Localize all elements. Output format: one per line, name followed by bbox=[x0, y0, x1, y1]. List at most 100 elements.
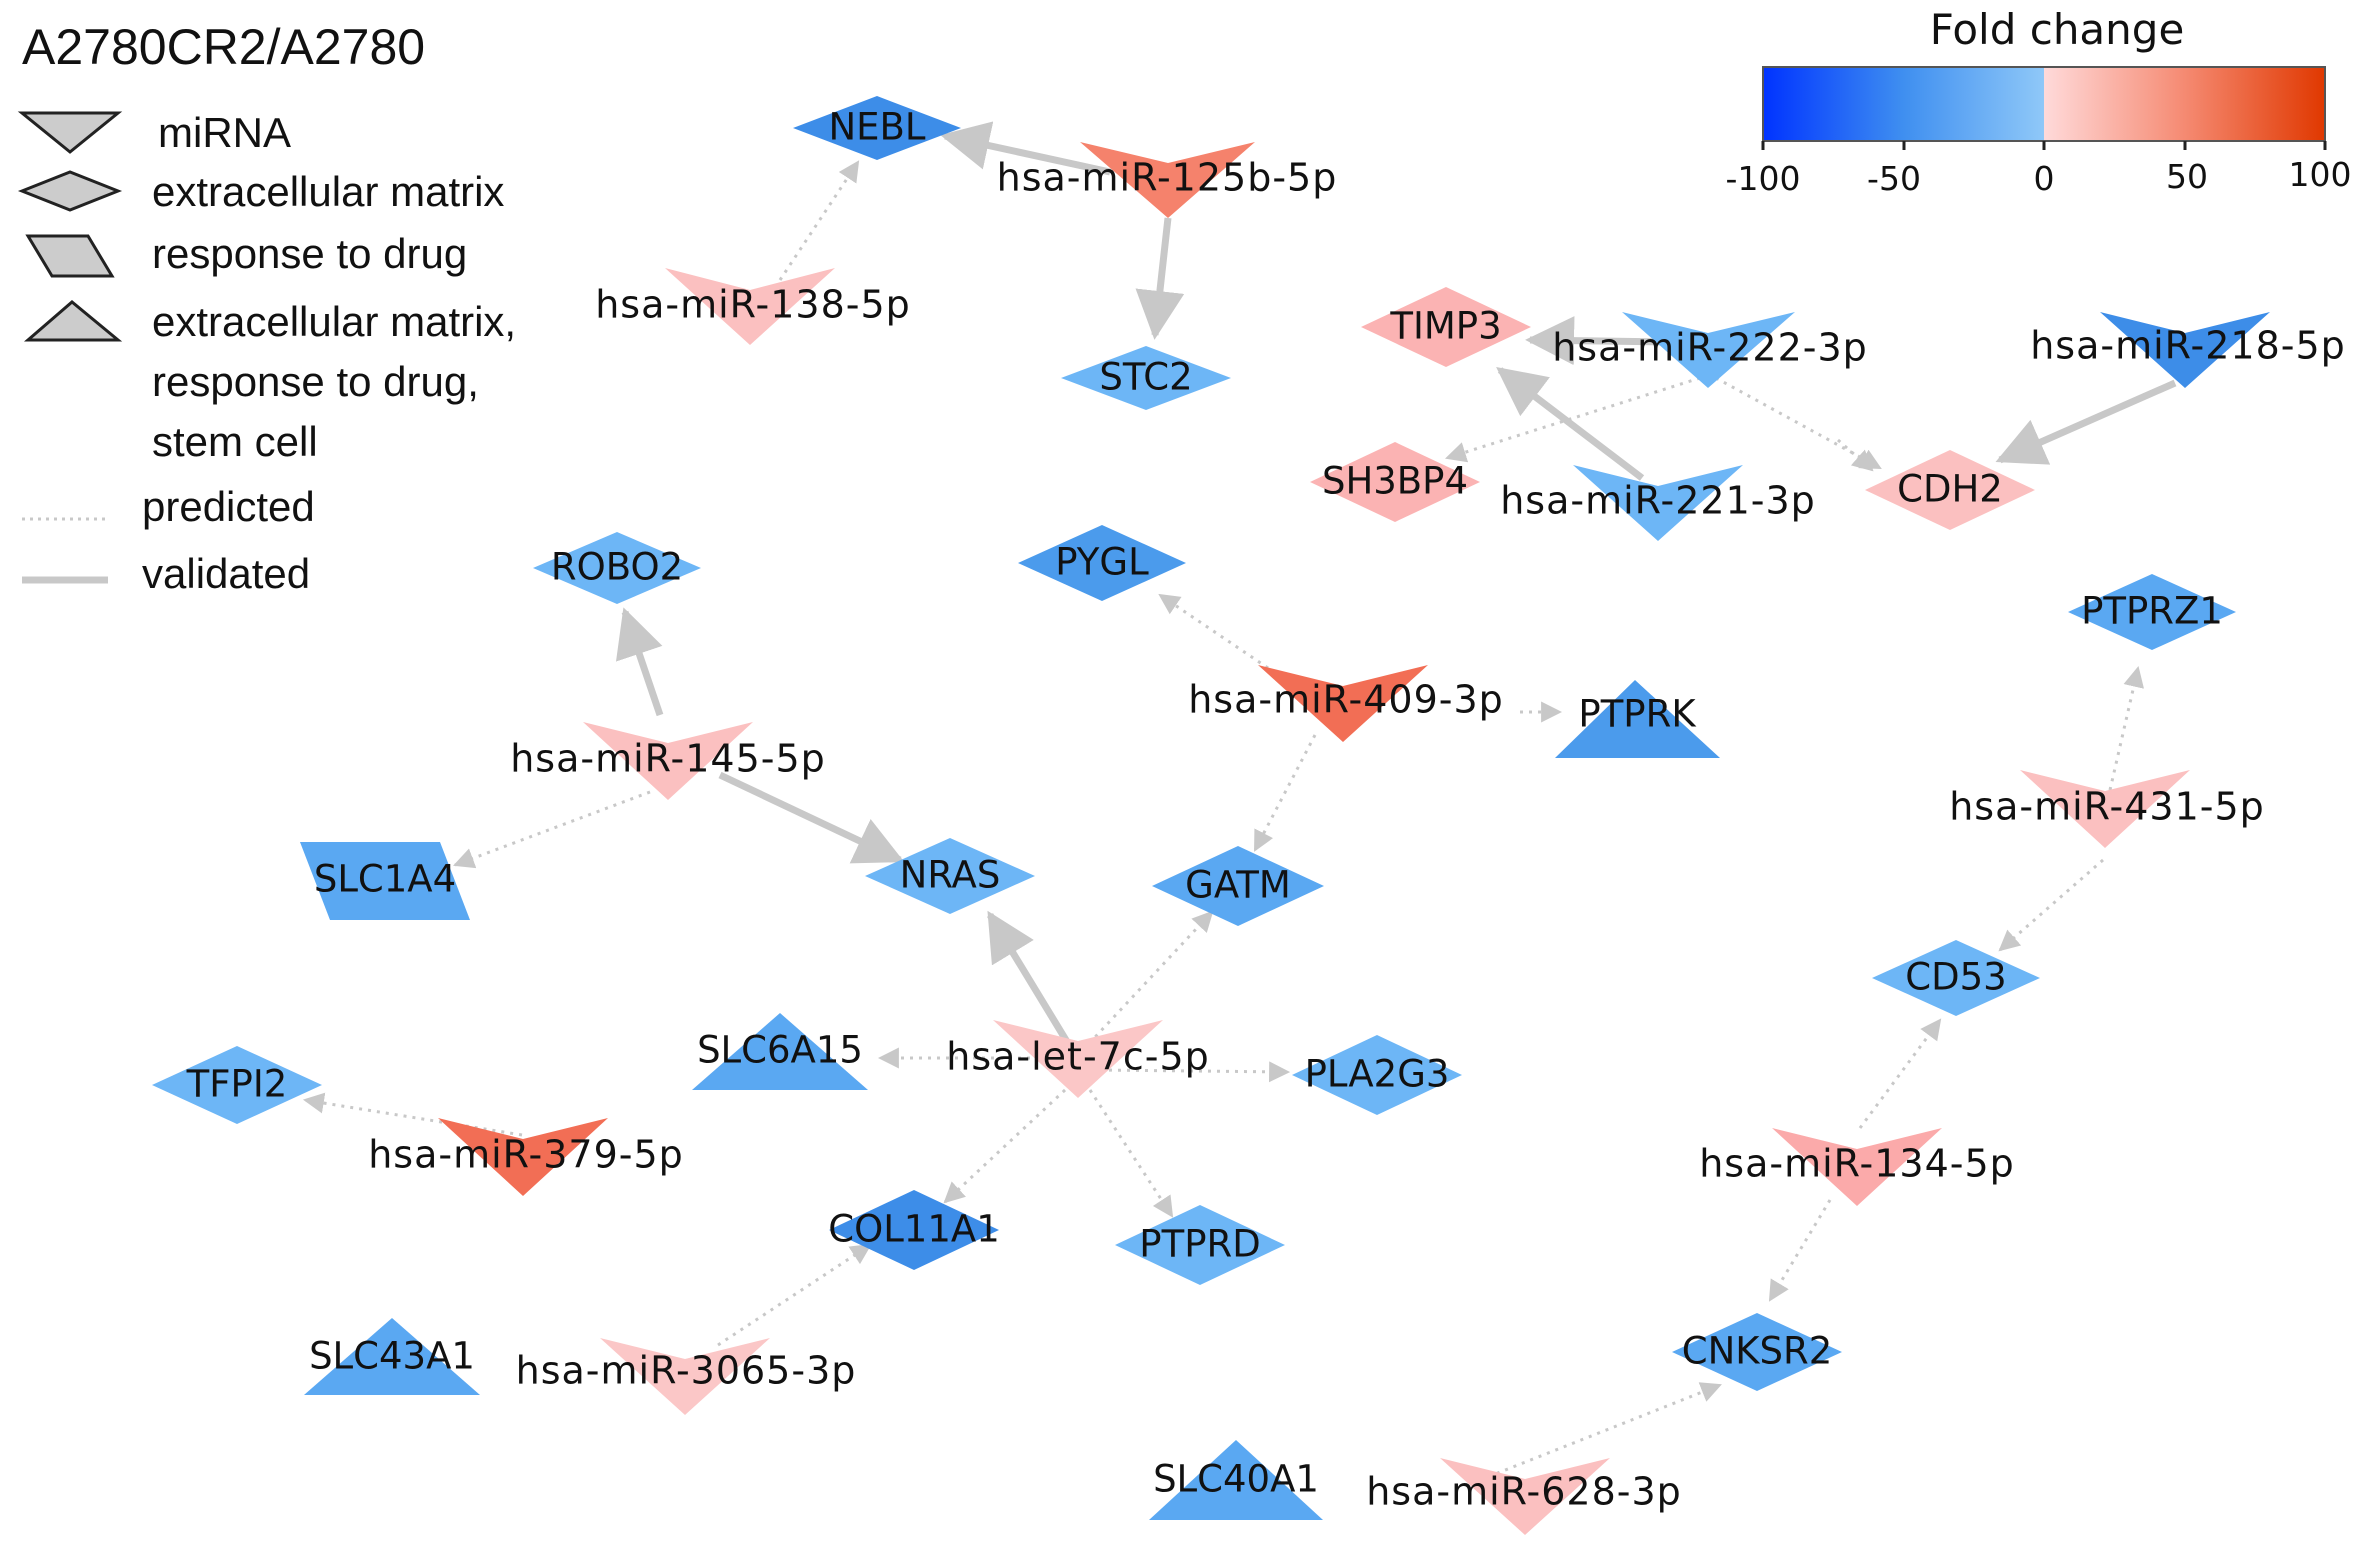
tick-label: -50 bbox=[1867, 159, 1921, 198]
sh3bp4-label: SH3BP4 bbox=[1322, 460, 1468, 503]
mirna-labels: hsa-miR-125b-5p hsa-miR-138-5p hsa-miR-2… bbox=[368, 156, 2346, 1514]
timp3-node[interactable] bbox=[1361, 287, 1531, 367]
ptprz1-node[interactable] bbox=[2068, 574, 2236, 650]
mir-379-label: hsa-miR-379-5p bbox=[368, 1133, 684, 1177]
ecm-legend-icon bbox=[17, 170, 123, 212]
edge-validated bbox=[987, 910, 1075, 1052]
edge-predicted bbox=[2108, 665, 2145, 791]
mir-134-label: hsa-miR-134-5p bbox=[1699, 1142, 2015, 1186]
chart-title: A2780CR2/A2780 bbox=[22, 19, 425, 75]
mir-409-node[interactable] bbox=[1258, 665, 1428, 742]
ptprk-label: PTPRK bbox=[1578, 693, 1697, 736]
legend: miRNA extracellular matrix response to d… bbox=[17, 109, 516, 597]
cnksr2-label: CNKSR2 bbox=[1682, 1330, 1833, 1373]
mir-134-node[interactable] bbox=[1772, 1128, 1942, 1206]
edge-predicted bbox=[1768, 1199, 1832, 1302]
edge-predicted bbox=[778, 160, 860, 281]
col11a1-label: COL11A1 bbox=[828, 1208, 1000, 1251]
edge-validated bbox=[718, 771, 905, 864]
let-7c-node[interactable] bbox=[993, 1020, 1163, 1098]
legend-multi-2: response to drug, bbox=[152, 358, 479, 405]
robo2-label: ROBO2 bbox=[551, 546, 683, 589]
nras-node[interactable] bbox=[865, 838, 1035, 914]
legend-ecm: extracellular matrix bbox=[152, 168, 504, 215]
slc6a15-node[interactable] bbox=[692, 1013, 868, 1090]
nebl-node[interactable] bbox=[793, 96, 961, 160]
mir-222-node[interactable] bbox=[1622, 312, 1795, 388]
mir-218-label: hsa-miR-218-5p bbox=[2030, 324, 2346, 368]
mir-145-node[interactable] bbox=[583, 722, 753, 800]
edges bbox=[302, 121, 2177, 1482]
mir-379-node[interactable] bbox=[438, 1118, 608, 1196]
mir-138-label: hsa-miR-138-5p bbox=[595, 283, 911, 327]
pygl-node[interactable] bbox=[1018, 525, 1186, 601]
cd53-label: CD53 bbox=[1905, 956, 2006, 999]
fold-change-scale: Fold change -100 -50 0 50 100 bbox=[1726, 5, 2352, 198]
mir-138-node[interactable] bbox=[665, 268, 835, 345]
pygl-label: PYGL bbox=[1055, 541, 1149, 584]
slc6a15-label: SLC6A15 bbox=[697, 1029, 863, 1072]
gene-labels: NEBL STC2 TIMP3 SH3BP4 CDH2 ROBO2 PYGL P… bbox=[186, 106, 2223, 1501]
edge-predicted bbox=[717, 1243, 872, 1347]
pla2g3-node[interactable] bbox=[1292, 1035, 1462, 1115]
edge-validated bbox=[1135, 217, 1185, 340]
robo2-node[interactable] bbox=[533, 532, 701, 604]
multi-legend-icon bbox=[23, 300, 123, 342]
edge-predicted bbox=[1088, 1089, 1174, 1218]
scale-title: Fold change bbox=[1930, 5, 2185, 54]
legend-multi-3: stem cell bbox=[152, 418, 318, 465]
mir-628-node[interactable] bbox=[1440, 1458, 1610, 1535]
slc1a4-label: SLC1A4 bbox=[314, 858, 456, 901]
ptprd-node[interactable] bbox=[1115, 1205, 1285, 1285]
legend-predicted: predicted bbox=[142, 483, 315, 530]
col11a1-node[interactable] bbox=[829, 1190, 999, 1270]
edge-predicted bbox=[1158, 593, 1269, 670]
sh3bp4-node[interactable] bbox=[1310, 442, 1480, 522]
edge-validated bbox=[1525, 316, 1671, 366]
legend-multi-1: extracellular matrix, bbox=[152, 298, 516, 345]
tick-label: -100 bbox=[1726, 159, 1801, 198]
edge-validated bbox=[1496, 367, 1645, 481]
stc2-node[interactable] bbox=[1061, 346, 1231, 410]
mir-125b-node[interactable] bbox=[1080, 142, 1255, 218]
ptprk-node[interactable] bbox=[1555, 680, 1720, 758]
timp3-label: TIMP3 bbox=[1389, 305, 1501, 348]
mir-145-label: hsa-miR-145-5p bbox=[510, 737, 826, 781]
edge-validated bbox=[1995, 379, 2177, 465]
stc2-label: STC2 bbox=[1099, 356, 1192, 399]
gatm-node[interactable] bbox=[1152, 846, 1324, 926]
tfpi2-node[interactable] bbox=[152, 1046, 322, 1124]
scale-gradient-bar bbox=[1762, 66, 2326, 142]
mir-3065-node[interactable] bbox=[600, 1338, 770, 1415]
mirna-nodes bbox=[438, 142, 2270, 1535]
mir-409-label: hsa-miR-409-3p bbox=[1188, 678, 1504, 722]
cnksr2-node[interactable] bbox=[1672, 1313, 1842, 1391]
edge-predicted bbox=[1998, 858, 2104, 952]
let-7c-label: hsa-let-7c-5p bbox=[946, 1035, 1210, 1079]
cd53-node[interactable] bbox=[1872, 940, 2040, 1016]
slc43a1-label: SLC43A1 bbox=[309, 1335, 475, 1378]
mir-3065-label: hsa-miR-3065-3p bbox=[516, 1349, 857, 1393]
slc40a1-node[interactable] bbox=[1149, 1440, 1323, 1520]
mir-431-node[interactable] bbox=[2020, 770, 2190, 848]
cdh2-node[interactable] bbox=[1865, 450, 2035, 530]
mir-221-node[interactable] bbox=[1573, 465, 1743, 541]
pla2g3-label: PLA2G3 bbox=[1305, 1053, 1450, 1096]
slc1a4-node[interactable] bbox=[300, 842, 470, 920]
mirna-legend-icon bbox=[17, 111, 123, 154]
edge-predicted bbox=[302, 1092, 523, 1137]
mir-222-label: hsa-miR-222-3p bbox=[1552, 326, 1868, 370]
mir-218-node[interactable] bbox=[2100, 312, 2270, 388]
edge-predicted bbox=[453, 790, 651, 869]
mir-221-label: hsa-miR-221-3p bbox=[1500, 479, 1816, 523]
tick-label: 50 bbox=[2166, 157, 2208, 196]
legend-drug: response to drug bbox=[152, 230, 467, 277]
legend-mirna: miRNA bbox=[158, 109, 291, 156]
edge-predicted bbox=[1444, 376, 1701, 463]
edge-predicted bbox=[1858, 1018, 1942, 1129]
slc43a1-node[interactable] bbox=[304, 1318, 480, 1395]
slc40a1-label: SLC40A1 bbox=[1153, 1458, 1319, 1501]
gene-nodes bbox=[152, 96, 2236, 1520]
cdh2-label: CDH2 bbox=[1897, 468, 2003, 511]
